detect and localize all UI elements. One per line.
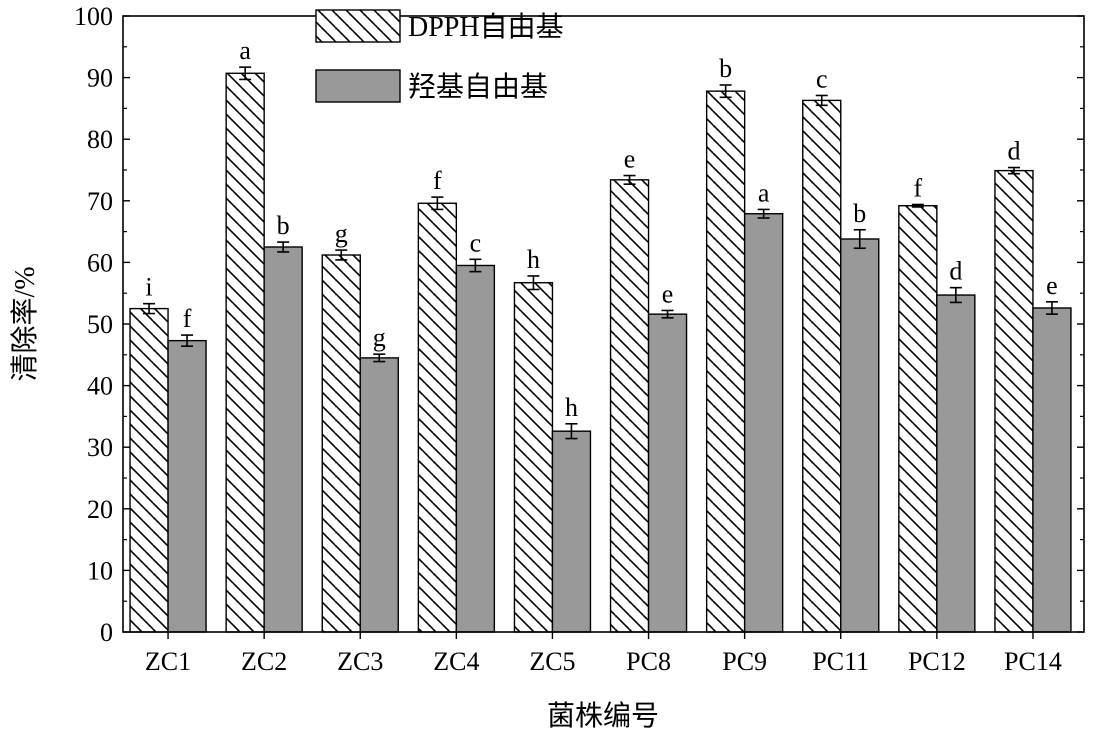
- significance-label-dpph-ZC5: h: [527, 245, 540, 274]
- x-tick-label: PC8: [626, 647, 671, 676]
- x-tick-label: PC14: [1004, 647, 1062, 676]
- legend-swatch-dpph: [315, 9, 401, 43]
- y-tick-label: 70: [87, 187, 113, 216]
- significance-label-dpph-PC9: b: [719, 54, 732, 83]
- significance-label-hydroxyl-PC14: e: [1046, 271, 1058, 300]
- legend-label-dpph: DPPH自由基: [408, 11, 564, 43]
- bar-dpph-ZC3: [321, 254, 361, 633]
- plot-frame: [122, 15, 1085, 633]
- significance-label-hydroxyl-ZC2: b: [277, 211, 290, 240]
- y-tick-label: 90: [87, 64, 113, 93]
- x-tick-label: PC12: [908, 647, 966, 676]
- bar-dpph-PC12: [898, 205, 938, 633]
- significance-label-dpph-PC12: f: [914, 173, 923, 202]
- significance-label-hydroxyl-PC11: b: [853, 199, 866, 228]
- significance-label-dpph-ZC2: a: [239, 36, 251, 65]
- bar-hydroxyl-PC8: [647, 313, 688, 633]
- y-tick-label: 40: [87, 372, 113, 401]
- y-tick-label: 10: [87, 556, 113, 585]
- bar-hydroxyl-ZC4: [455, 264, 496, 633]
- x-tick-label: ZC2: [241, 647, 287, 676]
- y-tick-label: 0: [100, 618, 113, 647]
- y-tick-label: 50: [87, 310, 113, 339]
- significance-label-hydroxyl-PC12: d: [949, 257, 962, 286]
- significance-label-dpph-PC14: d: [1007, 137, 1020, 166]
- significance-label-hydroxyl-ZC3: g: [373, 323, 386, 352]
- bar-hydroxyl-ZC3: [359, 357, 399, 633]
- y-tick-label: 30: [87, 433, 113, 462]
- x-tick-label: ZC3: [337, 647, 383, 676]
- bar-hydroxyl-PC11: [840, 238, 880, 633]
- y-tick-label: 100: [74, 2, 113, 31]
- x-tick-label: ZC5: [529, 647, 575, 676]
- x-axis-title: 菌株编号: [547, 700, 659, 732]
- bar-hydroxyl-ZC5: [551, 430, 592, 633]
- significance-label-hydroxyl-ZC5: h: [565, 393, 578, 422]
- bar-dpph-ZC1: [129, 307, 169, 633]
- x-tick-label: ZC1: [145, 647, 191, 676]
- significance-label-hydroxyl-ZC1: f: [183, 304, 192, 333]
- bar-dpph-PC9: [705, 90, 746, 633]
- y-axis-title: 清除率/%: [9, 266, 41, 381]
- bar-dpph-PC8: [609, 179, 650, 633]
- significance-label-dpph-ZC4: f: [433, 166, 442, 195]
- significance-label-hydroxyl-ZC4: c: [470, 228, 482, 257]
- bar-hydroxyl-PC12: [936, 294, 976, 633]
- y-tick-label: 20: [87, 495, 113, 524]
- bar-hydroxyl-ZC2: [263, 246, 303, 633]
- legend-label-hydroxyl: 羟基自由基: [408, 71, 548, 103]
- bar-dpph-ZC4: [417, 202, 458, 633]
- legend-swatch-hydroxyl: [315, 69, 401, 103]
- significance-label-hydroxyl-PC8: e: [662, 279, 674, 308]
- bar-dpph-ZC2: [225, 72, 265, 633]
- y-tick-label: 60: [87, 248, 113, 277]
- bar-hydroxyl-PC9: [743, 213, 784, 633]
- significance-label-dpph-ZC1: i: [145, 273, 152, 302]
- bar-dpph-PC14: [994, 169, 1034, 633]
- x-tick-label: ZC4: [433, 647, 479, 676]
- x-tick-label: PC11: [812, 647, 869, 676]
- significance-label-dpph-ZC3: g: [335, 219, 348, 248]
- significance-label-dpph-PC11: c: [816, 64, 828, 93]
- bar-dpph-PC11: [802, 99, 842, 633]
- significance-label-hydroxyl-PC9: a: [758, 178, 770, 207]
- y-tick-label: 80: [87, 125, 113, 154]
- significance-label-dpph-PC8: e: [624, 145, 636, 174]
- bar-hydroxyl-PC14: [1032, 307, 1072, 633]
- bar-hydroxyl-ZC1: [167, 339, 207, 633]
- x-tick-label: PC9: [722, 647, 767, 676]
- bar-dpph-ZC5: [513, 282, 554, 633]
